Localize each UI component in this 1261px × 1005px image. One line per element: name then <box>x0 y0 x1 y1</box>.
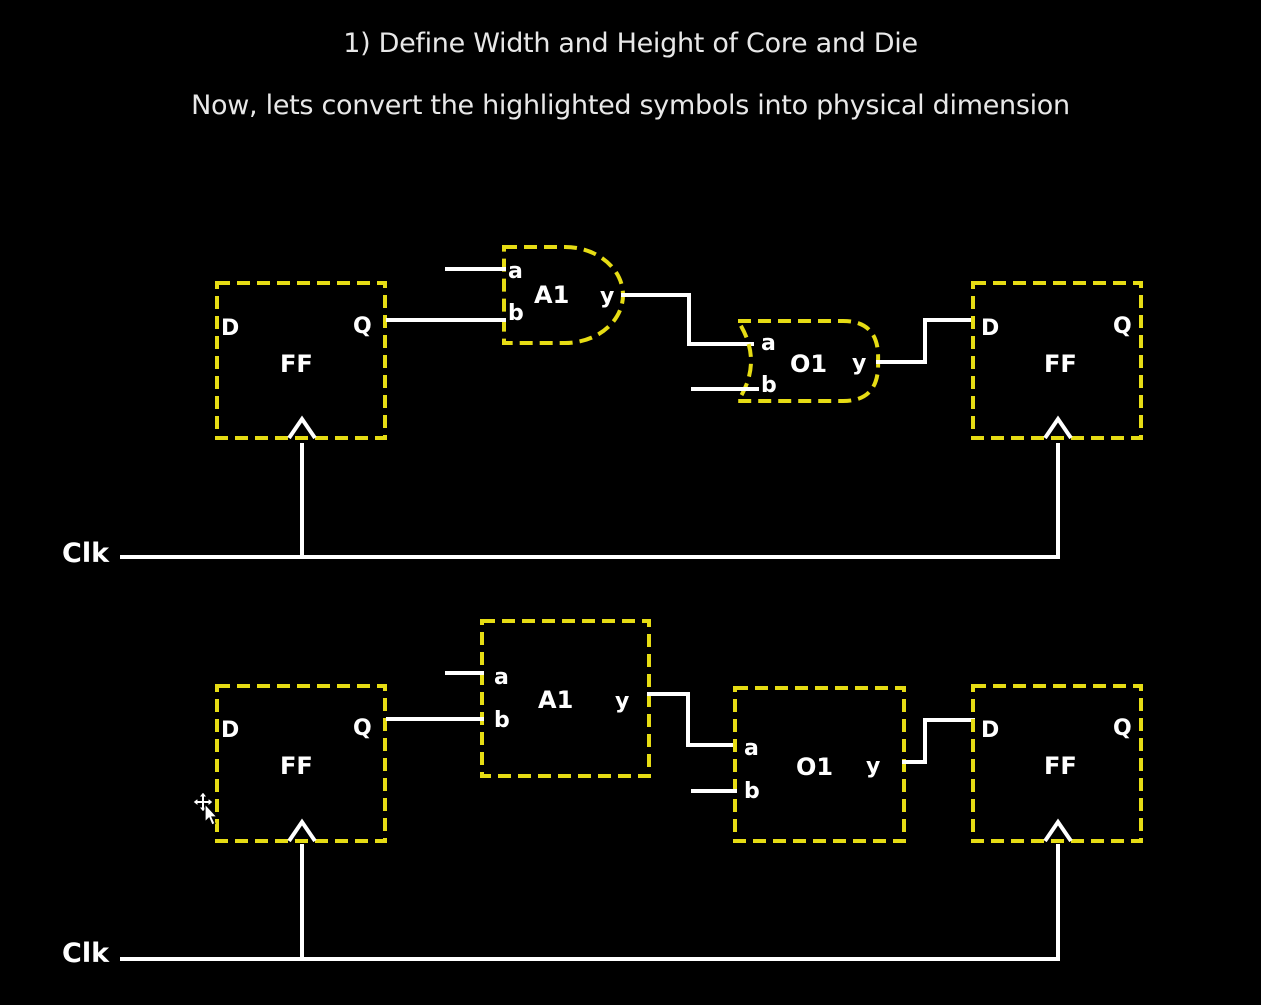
ff-q-pin: Q <box>1113 314 1132 339</box>
clock-input-triangle <box>287 818 317 843</box>
ff-d-pin: D <box>221 718 239 743</box>
or-a-pin: a <box>761 331 776 356</box>
or-a-pin: a <box>744 736 759 761</box>
move-cursor-icon <box>192 791 219 826</box>
clock-wire <box>120 844 1060 961</box>
slide-subtitle: Now, lets convert the highlighted symbol… <box>191 90 1070 121</box>
and-y-pin: y <box>600 284 614 309</box>
ff-q-pin: Q <box>353 716 372 741</box>
slide-title: 1) Define Width and Height of Core and D… <box>343 28 918 59</box>
clock-label: Clk <box>62 938 110 969</box>
and-y-to-or-a-wire <box>621 293 754 346</box>
and-b-pin: b <box>494 708 510 733</box>
or-cell-outline <box>733 686 906 843</box>
and-a-pin: a <box>508 259 523 284</box>
and-gate-a1: a b A1 y <box>445 245 625 345</box>
clock-input-triangle <box>1043 818 1073 843</box>
and-cell-a1: a b A1 y <box>445 619 651 778</box>
flip-flop-left: D Q FF <box>215 684 387 843</box>
flip-flop-right-outline <box>971 684 1143 843</box>
bottom-diagram: Clk D Q FF a b A1 y a b O1 y <box>62 619 1143 969</box>
flip-flop-left: D Q FF <box>215 281 387 440</box>
and-a-pin: a <box>494 665 509 690</box>
or-cell-o1: a b O1 y <box>691 686 906 843</box>
or-cell-name: O1 <box>796 753 833 781</box>
and-gate-name: A1 <box>534 281 569 309</box>
flip-flop-right: D Q FF <box>971 684 1143 843</box>
or-y-to-ff-d-wire <box>876 318 975 364</box>
or-y-pin: y <box>852 351 866 376</box>
and-cell-outline <box>480 619 651 778</box>
ff-d-pin: D <box>981 718 999 743</box>
flip-flop-right: D Q FF <box>971 281 1143 440</box>
clock-input-triangle <box>287 415 317 440</box>
ff-d-pin: D <box>221 316 239 341</box>
ff-d-pin: D <box>981 316 999 341</box>
flip-flop-right-outline <box>971 281 1143 440</box>
flip-flop-left-outline <box>215 281 387 440</box>
and-gate-outline <box>502 245 625 345</box>
ff-name: FF <box>280 350 313 378</box>
flip-flop-left-outline <box>215 684 387 843</box>
top-diagram: Clk D Q FF a b A1 y a b O1 y <box>62 245 1143 569</box>
and-b-pin: b <box>508 301 524 326</box>
or-b-pin: b <box>744 779 760 804</box>
and-y-to-or-a-wire <box>647 692 737 747</box>
or-y-pin: y <box>866 754 880 779</box>
clock-input-triangle <box>1043 415 1073 440</box>
or-y-to-ff-d-wire <box>902 718 975 764</box>
or-gate-name: O1 <box>790 350 827 378</box>
ff-q-pin: Q <box>1113 716 1132 741</box>
ff-q-pin: Q <box>353 314 372 339</box>
or-gate-outline <box>734 319 881 403</box>
clock-wire <box>120 443 1060 559</box>
ff-name: FF <box>1044 752 1077 780</box>
and-cell-name: A1 <box>538 686 573 714</box>
or-b-pin: b <box>761 373 777 398</box>
ff-name: FF <box>1044 350 1077 378</box>
ff-name: FF <box>280 752 313 780</box>
or-gate-o1: a b O1 y <box>691 319 881 403</box>
and-y-pin: y <box>615 689 629 714</box>
clock-label: Clk <box>62 538 110 569</box>
